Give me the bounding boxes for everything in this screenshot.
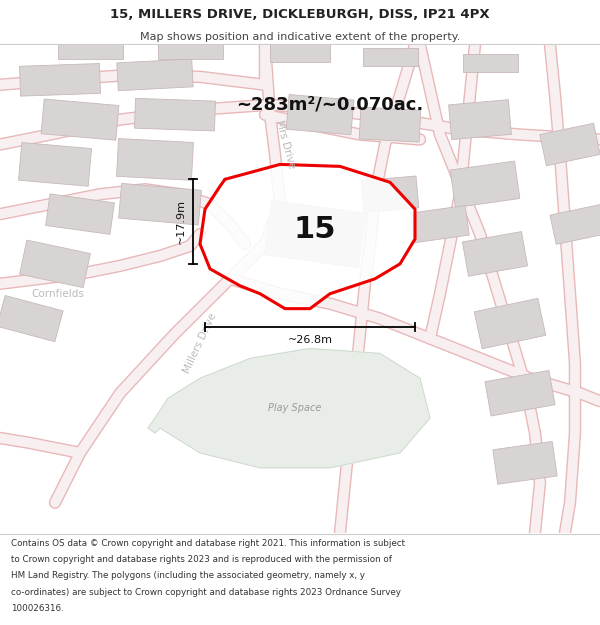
Bar xyxy=(20,64,100,96)
Text: 15, MILLERS DRIVE, DICKLEBURGH, DISS, IP21 4PX: 15, MILLERS DRIVE, DICKLEBURGH, DISS, IP… xyxy=(110,8,490,21)
Bar xyxy=(19,142,92,186)
Text: HM Land Registry. The polygons (including the associated geometry, namely x, y: HM Land Registry. The polygons (includin… xyxy=(11,571,365,581)
Text: co-ordinates) are subject to Crown copyright and database rights 2023 Ordnance S: co-ordinates) are subject to Crown copyr… xyxy=(11,588,401,596)
Text: 15: 15 xyxy=(294,214,336,244)
Text: Cornfields: Cornfields xyxy=(32,289,85,299)
Bar xyxy=(474,298,546,349)
Bar xyxy=(449,99,511,139)
Bar xyxy=(58,41,122,59)
Bar xyxy=(450,161,520,208)
Bar xyxy=(463,232,527,276)
Bar xyxy=(46,194,115,234)
Bar xyxy=(117,59,193,91)
Bar xyxy=(157,41,223,59)
Bar xyxy=(20,240,91,288)
Bar xyxy=(270,44,330,62)
Text: ~283m²/~0.070ac.: ~283m²/~0.070ac. xyxy=(236,96,424,114)
Bar xyxy=(540,123,600,166)
Bar xyxy=(493,441,557,484)
Text: ~26.8m: ~26.8m xyxy=(287,334,332,344)
Text: to Crown copyright and database rights 2023 and is reproduced with the permissio: to Crown copyright and database rights 2… xyxy=(11,555,392,564)
Bar xyxy=(463,54,517,72)
Bar xyxy=(264,201,366,268)
Bar xyxy=(550,204,600,244)
Bar xyxy=(41,99,119,140)
Text: 100026316.: 100026316. xyxy=(11,604,64,612)
Text: Map shows position and indicative extent of the property.: Map shows position and indicative extent… xyxy=(140,32,460,43)
Text: Play Space: Play Space xyxy=(268,403,322,413)
Text: Mrs Drive: Mrs Drive xyxy=(274,119,296,170)
Polygon shape xyxy=(148,349,430,468)
Bar xyxy=(361,176,419,212)
Text: ~17.9m: ~17.9m xyxy=(176,199,186,244)
Bar xyxy=(286,94,354,135)
Text: Millers Drive: Millers Drive xyxy=(182,312,218,375)
Polygon shape xyxy=(200,164,415,309)
Bar xyxy=(0,296,63,342)
Bar xyxy=(116,139,193,180)
Bar xyxy=(119,183,202,225)
Bar xyxy=(359,107,421,142)
Bar xyxy=(485,371,555,416)
Bar xyxy=(410,206,469,242)
Text: Contains OS data © Crown copyright and database right 2021. This information is : Contains OS data © Crown copyright and d… xyxy=(11,539,405,548)
Bar xyxy=(362,48,418,66)
Bar xyxy=(134,98,215,131)
